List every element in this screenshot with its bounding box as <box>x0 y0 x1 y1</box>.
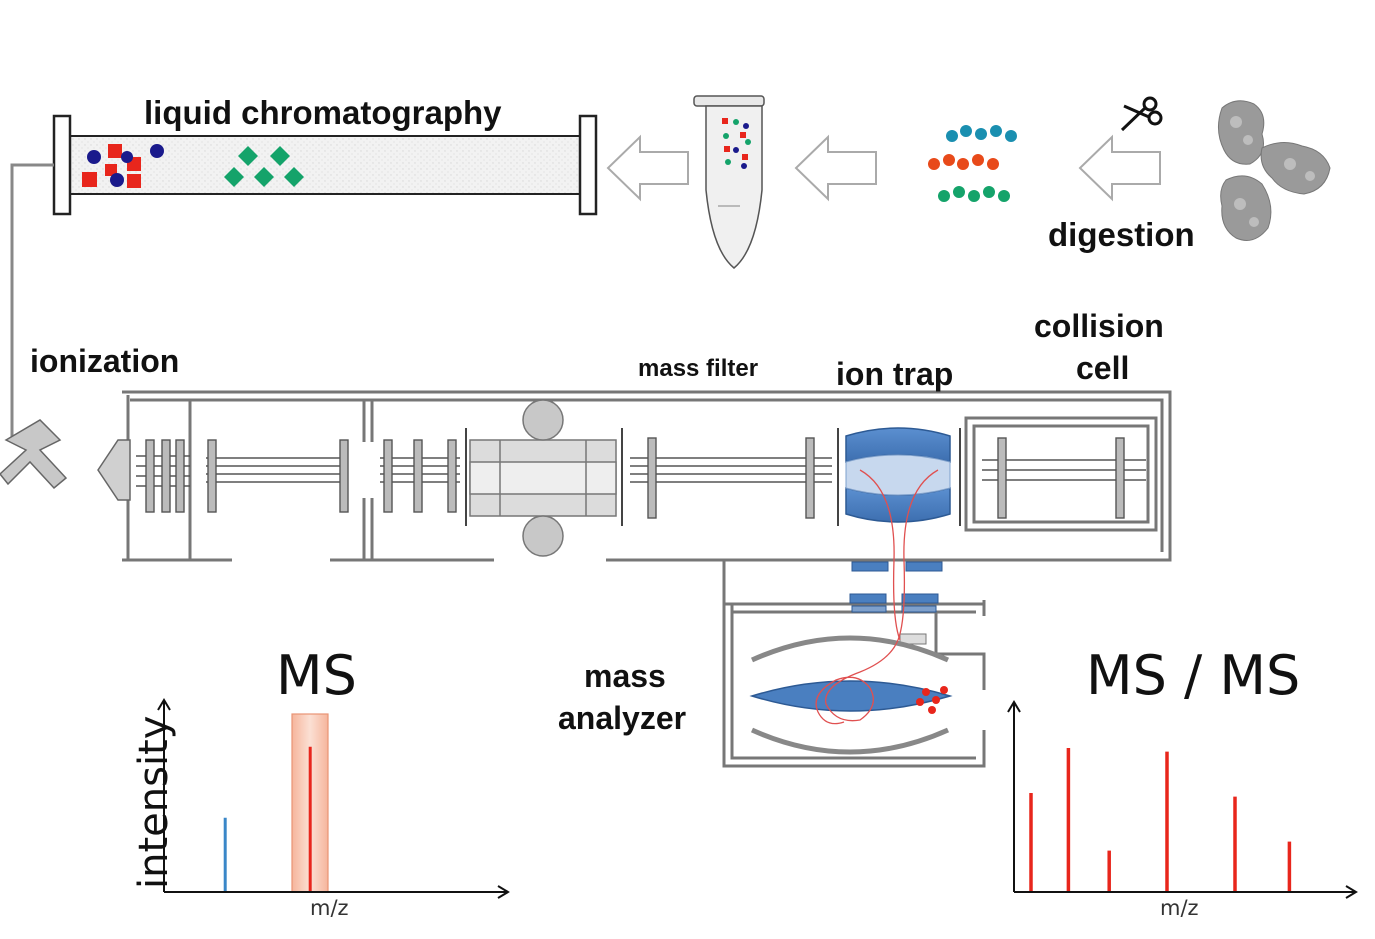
msms-x-label: m/z <box>1160 896 1199 920</box>
ion-source <box>0 419 131 501</box>
digestion-label: digestion <box>1048 216 1195 253</box>
lc-analytes-red-blue <box>82 144 164 188</box>
transfer-line <box>10 163 54 438</box>
mass-filter-label: mass filter <box>638 355 759 382</box>
flow-arrow <box>606 134 1161 202</box>
mass-spectrometer <box>122 390 1172 768</box>
lc-label: liquid chromatography <box>144 94 502 131</box>
ms-x-label: m/z <box>310 896 349 920</box>
ion-trap-label: ion trap <box>836 356 954 392</box>
scissors-icon <box>1120 96 1163 132</box>
ionization-label: ionization <box>30 343 180 379</box>
lc-column <box>52 114 598 216</box>
orbitrap <box>749 635 953 755</box>
protein-structure <box>1218 100 1331 241</box>
ion-trap <box>845 427 951 523</box>
ms-spectrum <box>157 698 510 899</box>
ms-y-label: intensity <box>131 715 177 889</box>
ion-path <box>815 469 939 725</box>
msms-spectrum <box>1007 700 1358 899</box>
collision-cell-label-1: collision <box>1034 308 1164 344</box>
msms-title: MS / MS <box>1086 644 1301 707</box>
transfer-optics <box>849 561 943 645</box>
collision-cell-label-2: cell <box>1076 350 1130 386</box>
mass-analyzer-label-1: mass <box>584 658 666 694</box>
ion-optics <box>136 428 1146 526</box>
tube-contents <box>722 118 751 169</box>
ms-title: MS <box>276 644 357 707</box>
mass-analyzer-label-2: analyzer <box>558 700 687 736</box>
peptide-beads <box>928 125 1017 202</box>
sample-tube <box>693 95 765 269</box>
quadrupole-block <box>469 399 617 557</box>
lc-analytes-green <box>224 146 304 187</box>
